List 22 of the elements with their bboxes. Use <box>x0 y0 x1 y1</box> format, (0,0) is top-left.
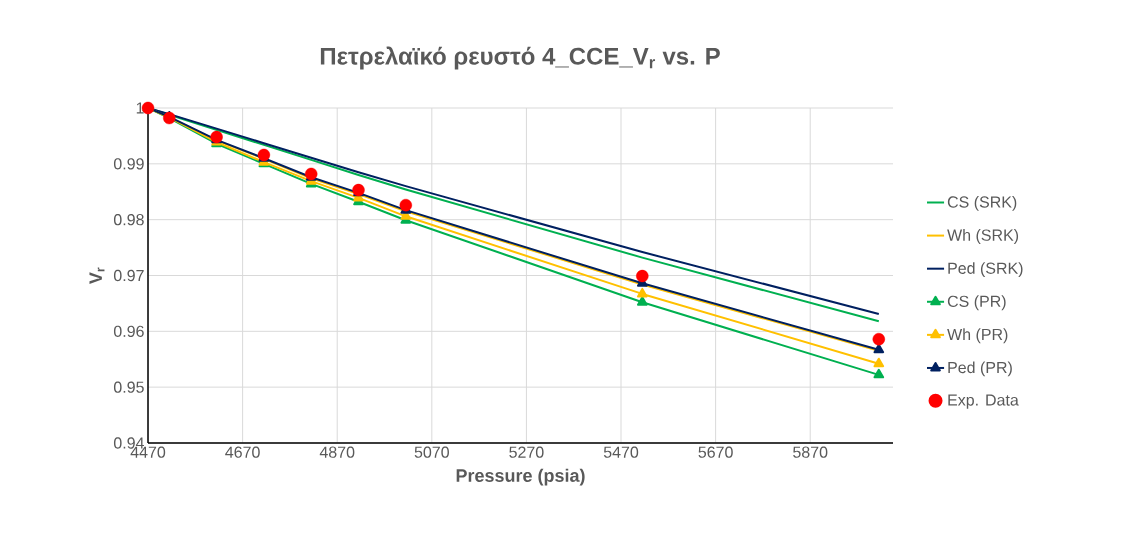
chart-title: Πετρελαϊκό ρευστό 4_CCE_V$_{r}$ vs. P <box>320 46 720 70</box>
y-tick-label: 0.98 <box>113 214 144 226</box>
legend-label: Wh (SRK) <box>947 229 1019 244</box>
y-axis-title: V$_{r}$ <box>89 267 105 285</box>
x-tick-label: 5070 <box>414 446 449 458</box>
legend-label: Wh (PR) <box>947 328 1008 344</box>
x-tick-label: 5470 <box>603 446 639 458</box>
x-axis-title: Pressure (psia) <box>456 468 585 486</box>
y-tick-label: 0.95 <box>113 381 144 393</box>
x-tick-label: 5670 <box>698 446 733 458</box>
x-tick-label: 5870 <box>793 446 828 458</box>
x-tick-label: 4670 <box>225 446 260 458</box>
legend-label: CS (SRK) <box>947 195 1017 211</box>
x-tick-label: 4870 <box>319 446 355 458</box>
legend-label: Ped (PR) <box>948 361 1012 377</box>
y-tick-label: 0.97 <box>113 269 144 282</box>
y-tick-label: 0.99 <box>113 158 144 170</box>
legend-label: Exp. Data <box>948 394 1019 409</box>
y-tick-label: 0.96 <box>113 325 144 337</box>
legend-label: CS (PR) <box>947 295 1006 311</box>
x-tick-label: 5270 <box>509 446 544 458</box>
legend-label: Ped (SRK) <box>948 262 1023 278</box>
